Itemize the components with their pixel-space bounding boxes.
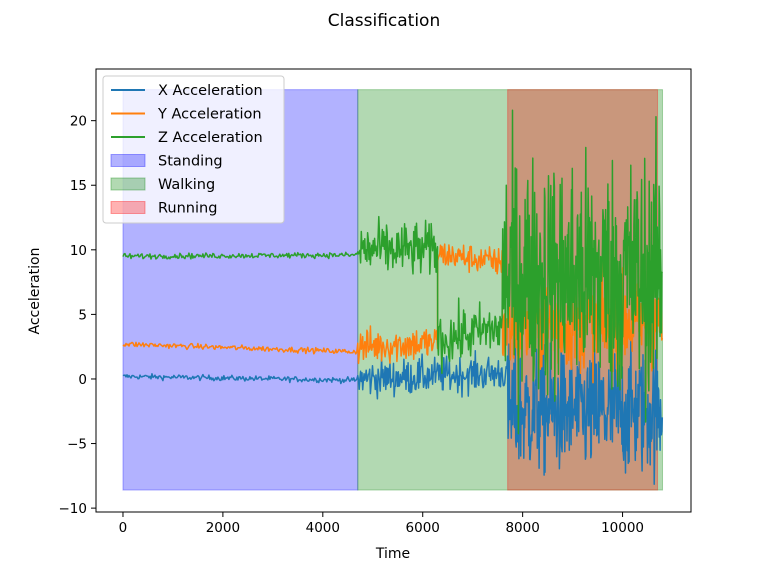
y-tick-label: −5 [67, 437, 87, 453]
legend-label-y-acceleration: Y Acceleration [157, 107, 262, 123]
y-tick-label: 15 [70, 178, 87, 194]
series-line-y [122, 243, 664, 384]
y-tick-label: 5 [78, 307, 87, 323]
series-line-z [122, 109, 663, 435]
legend-swatch-running [110, 201, 146, 214]
series-layer [122, 109, 664, 486]
series-line-x [122, 331, 664, 486]
x-axis: 0 2000 4000 6000 8000 10000 [119, 512, 644, 536]
y-axis-label: Acceleration [27, 248, 43, 335]
x-tick-label: 2000 [206, 520, 240, 536]
legend-label-standing: Standing [158, 154, 223, 170]
x-tick-label: 4000 [306, 520, 340, 536]
x-axis-label: Time [375, 546, 410, 562]
legend-label-x-acceleration: X Acceleration [158, 83, 263, 99]
y-tick-label: 20 [70, 114, 87, 130]
legend-box [102, 75, 285, 224]
x-tick-label: 0 [119, 520, 128, 536]
x-tick-label: 8000 [505, 520, 539, 536]
y-tick-label: −10 [59, 501, 88, 517]
legend: X Acceleration Y Acceleration Z Accelerati… [102, 75, 285, 224]
x-tick-label: 6000 [406, 520, 440, 536]
legend-swatch-standing [110, 154, 146, 167]
legend-label-walking: Walking [158, 177, 215, 193]
legend-label-z-acceleration: Z Acceleration [158, 130, 263, 146]
legend-label-running: Running [158, 201, 217, 217]
plot-frame [95, 68, 692, 513]
y-tick-label: 10 [70, 243, 87, 259]
y-axis: −10 −5 0 5 10 15 20 [59, 114, 96, 517]
y-tick-label: 0 [78, 372, 87, 388]
chart-title: Classification [328, 11, 440, 31]
x-tick-label: 10000 [601, 520, 644, 536]
legend-swatch-walking [110, 177, 146, 191]
